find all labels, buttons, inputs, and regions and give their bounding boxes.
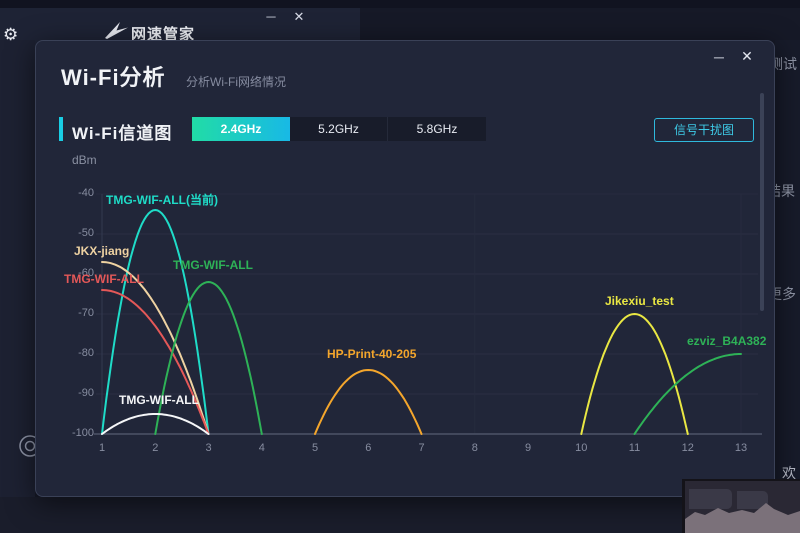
x-tick-label: 7 — [418, 442, 425, 454]
x-tick-label: 1 — [98, 442, 106, 454]
y-tick-label: -50 — [78, 227, 94, 239]
section-accent-bar — [59, 117, 63, 141]
tab-2-4ghz[interactable]: 2.4GHz — [192, 117, 290, 141]
ssid-label: TMG-WIF-ALL — [173, 258, 253, 272]
background-minimize-button[interactable]: ─ — [266, 9, 276, 24]
dialog-minimize-button[interactable]: ─ — [714, 49, 724, 65]
preview-thumbnail-image — [685, 481, 800, 533]
x-tick-label: 13 — [734, 442, 748, 454]
y-tick-label: -40 — [78, 187, 94, 199]
y-tick-label: -100 — [71, 427, 94, 439]
signal-curve — [314, 369, 423, 435]
ssid-label: ezviz_B4A382 — [687, 334, 767, 348]
y-tick-label: -90 — [78, 387, 94, 399]
wifi-channel-chart: dBm -40 -50 -60 -70 -80 -90 -100 1 2 3 4 5 6 7 8 9 10 11… — [36, 41, 774, 496]
y-tick-label: -70 — [78, 307, 94, 319]
signal-curve — [101, 413, 210, 435]
tab-5-2ghz[interactable]: 5.2GHz — [290, 117, 388, 141]
ssid-label: TMG-WIF-ALL — [119, 393, 199, 407]
background-text-fragment: 欢 — [782, 465, 796, 481]
settings-gear-icon[interactable]: ⚙ — [3, 25, 19, 44]
chart-canvas — [94, 193, 762, 435]
dialog-close-button[interactable]: ✕ — [741, 48, 753, 64]
mountain-silhouette-graphic — [685, 489, 800, 533]
desktop-top-strip — [0, 0, 800, 8]
ssid-label: TMG-WIF-ALL(当前) — [106, 193, 218, 207]
background-app-title: 网速管家 — [131, 26, 196, 43]
dialog-subtitle: 分析Wi-Fi网络情况 — [186, 75, 286, 89]
tab-5-8ghz[interactable]: 5.8GHz — [388, 117, 486, 141]
ssid-label: HP-Print-40-205 — [327, 347, 417, 361]
signal-curve — [154, 281, 263, 435]
ssid-label: TMG-WIF-ALL — [64, 272, 144, 286]
x-tick-label: 3 — [205, 442, 212, 454]
dialog-title: Wi-Fi分析 — [61, 65, 166, 90]
x-tick-label: 9 — [524, 442, 532, 454]
x-tick-label: 2 — [152, 442, 159, 454]
signal-curve — [101, 209, 210, 435]
background-menu-item-test[interactable]: 测试 — [769, 56, 797, 72]
app-logo-icon — [105, 22, 128, 39]
y-axis-unit-label: dBm — [72, 153, 97, 167]
x-tick-label: 11 — [628, 442, 641, 454]
background-window-right-edge — [775, 40, 800, 497]
background-window-bottom-edge — [0, 497, 800, 533]
interference-map-button[interactable]: 信号干扰图 — [654, 118, 754, 142]
band-tabs: 2.4GHz 5.2GHz 5.8GHz — [192, 117, 486, 141]
signal-curve — [101, 289, 210, 435]
background-close-button[interactable]: ✕ — [293, 9, 305, 24]
signal-curve — [101, 261, 210, 435]
background-window-titlebar — [0, 8, 360, 46]
dialog-scrollbar-thumb[interactable] — [760, 93, 764, 311]
x-tick-label: 4 — [258, 442, 265, 454]
x-tick-label: 6 — [365, 442, 372, 454]
wifi-analysis-dialog: ─ ✕ Wi-Fi分析 分析Wi-Fi网络情况 Wi-Fi信道图 2.4GHz … — [35, 40, 775, 497]
x-tick-label: 12 — [681, 442, 694, 454]
background-menu-item-more[interactable]: 更多 — [768, 286, 796, 302]
ssid-label: Jikexiu_test — [605, 294, 674, 308]
section-title: Wi-Fi信道图 — [72, 124, 173, 143]
ssid-label: JKX-jiang — [74, 244, 130, 258]
x-tick-label: 5 — [311, 442, 319, 454]
background-window-left-edge — [0, 40, 35, 497]
preview-thumbnail[interactable] — [682, 479, 800, 533]
signal-curve — [580, 313, 689, 435]
y-tick-label: -80 — [78, 347, 94, 359]
x-tick-label: 8 — [471, 442, 478, 454]
x-tick-label: 10 — [575, 442, 588, 454]
y-tick-label: -60 — [78, 267, 94, 279]
signal-curve — [633, 353, 742, 435]
